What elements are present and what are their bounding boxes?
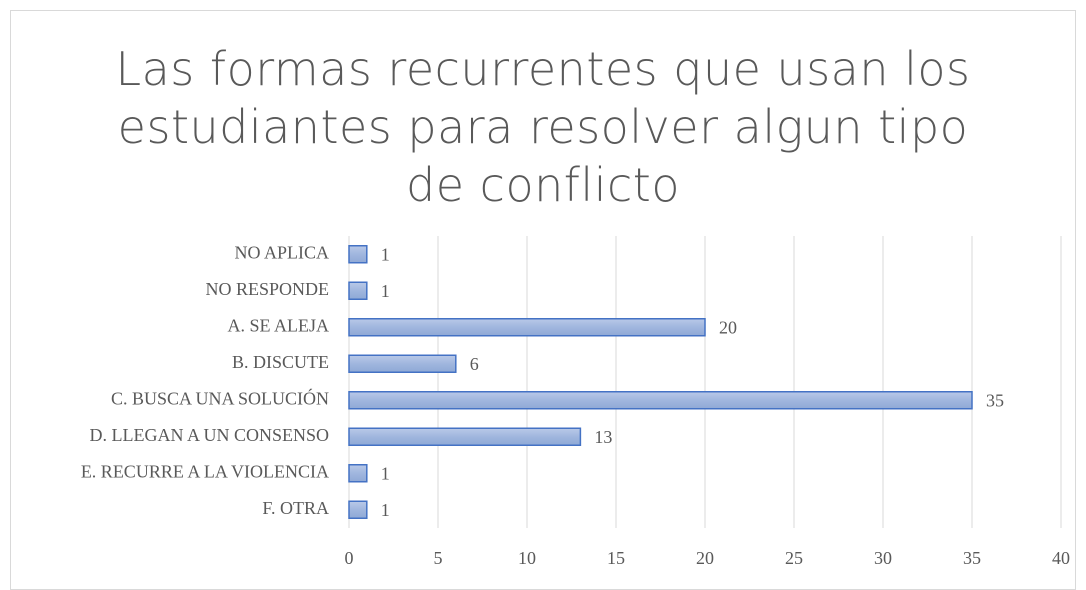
bar <box>348 245 368 264</box>
x-tick-label: 15 <box>607 548 625 568</box>
y-tick-label: F. OTRA <box>262 498 329 518</box>
data-label: 1 <box>381 500 390 520</box>
y-tick-label: D. LLEGAN A UN CONSENSO <box>89 425 329 445</box>
x-tick-label: 0 <box>345 548 354 568</box>
y-tick-label: E. RECURRE A LA VIOLENCIA <box>81 461 329 481</box>
x-tick-label: 35 <box>963 548 981 568</box>
y-tick-label: C. BUSCA UNA SOLUCIÓN <box>111 387 329 408</box>
x-tick-label: 25 <box>785 548 803 568</box>
data-label: 6 <box>470 354 479 374</box>
bar <box>348 281 368 300</box>
data-label: 20 <box>719 317 737 337</box>
x-tick-label: 20 <box>696 548 714 568</box>
y-tick-label: NO RESPONDE <box>205 279 329 299</box>
data-label: 1 <box>381 281 390 301</box>
chart-title: Las formas recurrentes que usan los estu… <box>115 42 971 212</box>
y-tick-label: NO APLICA <box>234 242 329 262</box>
data-label: 13 <box>594 427 612 447</box>
data-label: 1 <box>381 244 390 264</box>
data-label: 1 <box>381 463 390 483</box>
x-tick-label: 10 <box>518 548 536 568</box>
x-tick-label: 40 <box>1052 548 1070 568</box>
bar <box>348 464 368 483</box>
x-tick-label: 5 <box>434 548 443 568</box>
bar <box>348 500 368 519</box>
bar <box>348 354 457 373</box>
y-tick-label: A. SE ALEJA <box>227 315 329 335</box>
bar <box>348 427 582 446</box>
data-label: 35 <box>986 390 1004 410</box>
x-tick-label: 30 <box>874 548 892 568</box>
y-tick-label: B. DISCUTE <box>232 352 329 372</box>
bar <box>348 318 706 337</box>
bar <box>348 391 973 410</box>
